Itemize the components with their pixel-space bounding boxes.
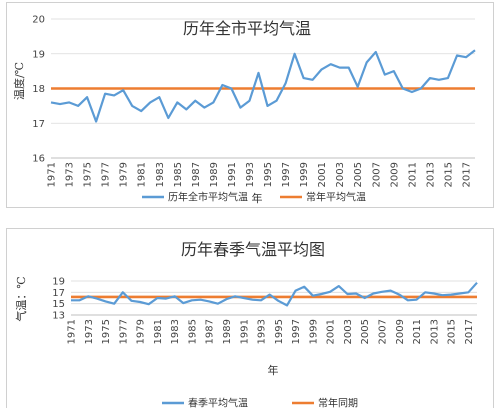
y-tick-label: 15 (52, 299, 65, 310)
x-tick-label: 1975 (101, 319, 112, 344)
x-tick-label: 1971 (67, 319, 78, 344)
x-tick-label: 1999 (299, 162, 310, 187)
x-tick-label: 2005 (353, 162, 364, 187)
x-tick-label: 1993 (257, 319, 268, 344)
x-tick-label: 1995 (274, 319, 285, 344)
y-tick-label: 17 (32, 119, 45, 130)
legend-label: 常年同期 (318, 397, 358, 409)
series-line-temperature (51, 50, 475, 121)
x-tick-label: 2011 (412, 319, 423, 344)
x-tick-label: 1979 (136, 319, 147, 344)
x-tick-label: 2001 (317, 162, 328, 187)
x-tick-label: 2001 (326, 319, 337, 344)
x-tick-label: 2013 (429, 319, 440, 344)
x-tick-label: 2009 (395, 319, 406, 344)
x-tick-label: 1991 (227, 162, 238, 187)
x-tick-label: 2003 (343, 319, 354, 344)
x-tick-label: 1999 (308, 319, 319, 344)
x-tick-label: 1977 (101, 162, 112, 187)
x-tick-label: 2005 (360, 319, 371, 344)
x-tick-label: 1991 (239, 319, 250, 344)
x-tick-label: 1989 (222, 319, 233, 344)
y-axis-label: 温度/℃ (12, 62, 26, 100)
chart-panel-annual: 历年全市平均气温 温度/℃ 年 16 17 18 19 20 1971 1973 1975 1… (6, 2, 494, 208)
x-tick-label: 1973 (84, 319, 95, 344)
x-tick-label: 1987 (205, 319, 216, 344)
x-tick-label: 1989 (209, 162, 220, 187)
legend-label: 常年平均气温 (306, 191, 366, 204)
x-tick-label: 2013 (425, 162, 436, 187)
x-tick-label: 1985 (187, 319, 198, 344)
y-tick-label: 17 (52, 288, 65, 299)
x-tick-label: 1981 (153, 319, 164, 344)
x-tick-label: 2007 (371, 162, 382, 187)
x-tick-label: 1985 (173, 162, 184, 187)
x-tick-label: 1977 (118, 319, 129, 344)
x-axis-label: 年 (268, 363, 279, 377)
x-tick-label: 1971 (47, 162, 58, 187)
x-tick-label: 2003 (335, 162, 346, 187)
x-tick-label: 1975 (83, 162, 94, 187)
legend-label: 春季平均气温 (188, 397, 248, 409)
y-tick-label: 19 (32, 49, 45, 60)
x-tick-label: 2017 (461, 162, 472, 187)
y-tick-label: 19 (52, 277, 65, 288)
x-tick-label: 1987 (191, 162, 202, 187)
y-tick-label: 16 (32, 154, 45, 165)
x-tick-label: 2015 (447, 319, 458, 344)
series-line-temperature (71, 283, 477, 306)
y-tick-label: 18 (32, 84, 45, 95)
x-tick-label: 1983 (155, 162, 166, 187)
x-tick-label: 1983 (170, 319, 181, 344)
legend-label: 历年全市平均气温 (168, 191, 248, 204)
x-tick-label: 2007 (377, 319, 388, 344)
x-tick-label: 1981 (137, 162, 148, 187)
x-tick-label: 1995 (263, 162, 274, 187)
chart-title: 历年春季气温平均图 (181, 240, 325, 259)
x-tick-label: 1997 (291, 319, 302, 344)
x-tick-label: 1979 (119, 162, 130, 187)
x-tick-label: 1993 (245, 162, 256, 187)
x-tick-label: 1997 (281, 162, 292, 187)
x-tick-label: 2015 (443, 162, 454, 187)
chart-title: 历年全市平均气温 (183, 19, 311, 38)
y-tick-label: 20 (32, 15, 45, 26)
x-tick-label: 2009 (389, 162, 400, 187)
x-tick-label: 1973 (65, 162, 76, 187)
y-axis-label: 气温：℃ (14, 276, 28, 321)
annual-temperature-chart: 历年全市平均气温 温度/℃ 年 16 17 18 19 20 1971 1973 1975 1… (7, 3, 495, 209)
x-tick-label: 2011 (407, 162, 418, 187)
y-tick-label: 13 (52, 311, 65, 322)
x-tick-label: 2017 (464, 319, 475, 344)
x-axis-label: 年 (252, 191, 263, 205)
